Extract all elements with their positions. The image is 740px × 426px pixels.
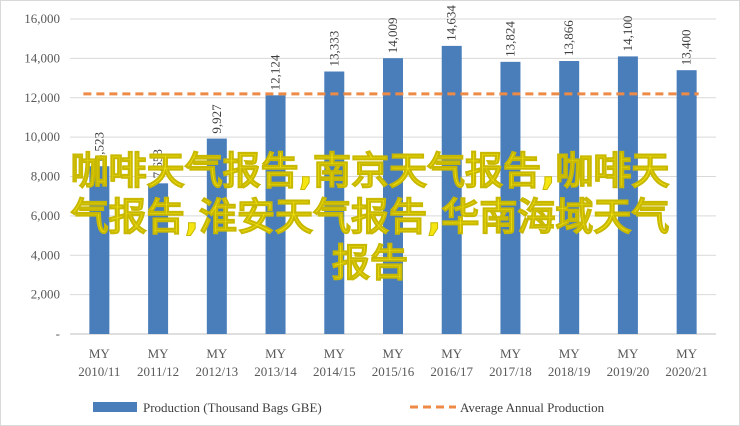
data-label: 8,523 (91, 132, 106, 161)
data-label: 14,009 (385, 17, 400, 53)
bar (206, 138, 227, 334)
x-tick-label: MY 2019/20 (607, 346, 650, 379)
bar (89, 166, 110, 334)
bar (383, 58, 403, 334)
data-label: 14,100 (620, 16, 635, 52)
data-label: 13,824 (502, 21, 517, 57)
x-tick-label: MY 2011/12 (137, 346, 179, 379)
y-axis: - 2,000 4,000 6,000 8,000 10,000 12,000 14,000 1… (24, 11, 60, 341)
bar (676, 70, 697, 334)
bar (559, 61, 580, 335)
y-tick-label: 6,000 (31, 208, 60, 223)
bar (324, 71, 345, 334)
bar (148, 183, 169, 334)
x-tick-label: MY 2013/14 (254, 346, 297, 379)
bar (500, 61, 521, 335)
y-tick-label: 2,000 (31, 287, 60, 302)
data-label: 13,400 (679, 29, 694, 65)
x-tick-label: MY 2017/18 (489, 346, 532, 379)
data-label: 13,866 (561, 20, 576, 56)
x-tick-label: MY 2015/16 (372, 346, 415, 379)
data-label: 12,124 (268, 54, 283, 90)
y-tick-label: 16,000 (24, 11, 60, 26)
x-tick-label: MY 2020/21 (665, 346, 708, 379)
y-tick-label: 10,000 (24, 129, 60, 144)
x-tick-label: MY 2014/15 (313, 346, 356, 379)
bar (617, 56, 638, 334)
x-tick-label: MY 2018/19 (548, 346, 591, 379)
legend-label-average: Average Annual Production (460, 400, 605, 415)
data-label: 7,653 (150, 149, 165, 178)
legend-swatch-production (93, 402, 137, 412)
bar (441, 45, 462, 334)
x-axis: MY 2010/11 MY 2011/12 MY 2012/13 MY 2013/14 MY 20… (78, 346, 708, 379)
x-tick-label: MY 2016/17 (430, 346, 473, 379)
bar-series (89, 45, 697, 335)
data-label: 9,927 (209, 104, 224, 134)
data-label: 14,634 (444, 5, 459, 41)
bar (265, 95, 286, 334)
y-tick-label: 14,000 (24, 50, 60, 65)
x-tick-label: MY 2012/13 (196, 346, 239, 379)
x-tick-label: MY 2010/11 (78, 346, 120, 379)
data-label: 13,333 (326, 31, 341, 67)
legend: Production (Thousand Bags GBE) Average An… (93, 400, 605, 415)
legend-label-production: Production (Thousand Bags GBE) (143, 400, 322, 415)
data-labels: 8,523 7,653 9,927 12,124 13,333 14,009 14,634 1… (91, 5, 693, 179)
y-tick-label: 4,000 (31, 247, 60, 262)
y-tick-label: - (56, 326, 60, 341)
y-tick-label: 8,000 (31, 169, 60, 184)
y-tick-label: 12,000 (24, 90, 60, 105)
